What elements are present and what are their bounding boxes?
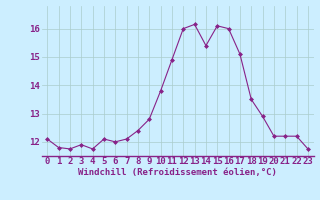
X-axis label: Windchill (Refroidissement éolien,°C): Windchill (Refroidissement éolien,°C)	[78, 168, 277, 177]
